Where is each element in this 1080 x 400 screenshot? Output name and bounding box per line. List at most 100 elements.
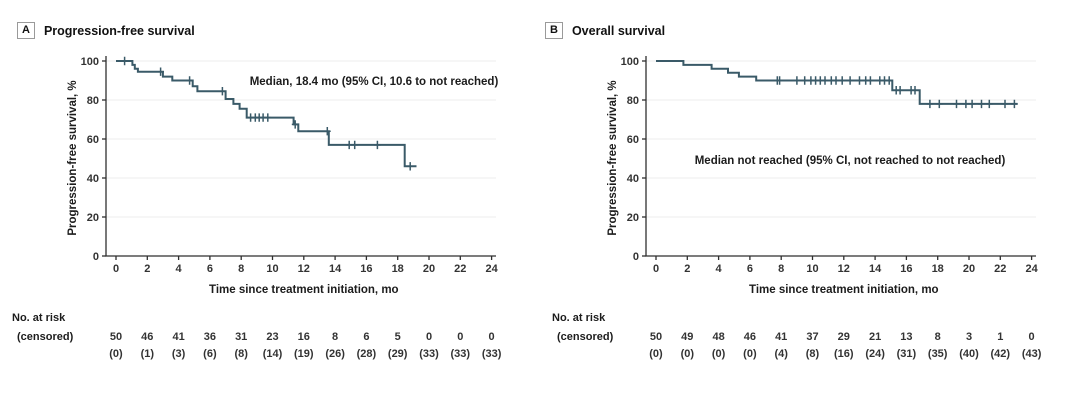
censored-count: (14) xyxy=(263,348,283,360)
censor-mark xyxy=(856,76,863,85)
censored-count: (40) xyxy=(959,348,979,360)
x-tick-label: 4 xyxy=(716,263,723,275)
panel-a-title: Progression-free survival xyxy=(43,23,195,38)
censor-mark xyxy=(323,127,331,136)
x-tick-label: 8 xyxy=(238,263,244,275)
at-risk-count: 49 xyxy=(681,331,693,343)
censor-mark xyxy=(968,99,976,109)
x-axis-title: Time since treatment initiation, mo xyxy=(749,284,939,296)
x-tick-label: 22 xyxy=(454,263,466,275)
at-risk-count: 3 xyxy=(966,331,972,343)
x-tick-label: 2 xyxy=(684,263,690,275)
censor-mark xyxy=(896,86,904,95)
x-tick-label: 10 xyxy=(806,263,818,275)
at-risk-count: 0 xyxy=(489,331,495,343)
median-annotation: Median, 18.4 mo (95% CI, 10.6 to not rea… xyxy=(250,76,499,88)
at-risk-count: 0 xyxy=(1029,331,1035,343)
at-risk-count: 5 xyxy=(395,331,401,343)
censor-mark xyxy=(374,140,381,150)
censored-count: (0) xyxy=(681,348,695,360)
y-tick-label: 100 xyxy=(621,56,639,68)
censored-count: (33) xyxy=(451,348,471,360)
censor-mark xyxy=(953,99,960,109)
risk-table-header: No. at risk xyxy=(552,312,606,324)
x-tick-label: 20 xyxy=(423,263,435,275)
censor-mark xyxy=(926,99,934,109)
censored-count: (1) xyxy=(141,348,155,360)
censored-count: (0) xyxy=(743,348,757,360)
x-tick-label: 18 xyxy=(392,263,404,275)
km-curve xyxy=(656,60,1018,105)
y-tick-label: 20 xyxy=(627,212,639,224)
y-tick-label: 80 xyxy=(87,95,99,107)
censor-mark xyxy=(801,76,809,85)
risk-table-subheader: (censored) xyxy=(557,331,614,343)
y-tick-label: 20 xyxy=(87,212,99,224)
y-tick-label: 0 xyxy=(633,251,639,263)
at-risk-count: 8 xyxy=(935,331,941,343)
x-axis-title: Time since treatment initiation, mo xyxy=(209,284,399,296)
at-risk-count: 8 xyxy=(332,331,338,343)
x-tick-label: 0 xyxy=(113,263,119,275)
x-tick-label: 0 xyxy=(653,263,659,275)
censor-mark xyxy=(885,76,893,85)
y-axis-title: Progression-free survival, % xyxy=(67,80,79,235)
panel-progression-free-survival: A Progression-free survival 0 20 40 60 80 100… xyxy=(12,22,502,360)
censor-mark xyxy=(978,99,985,109)
censor-mark xyxy=(867,76,874,85)
at-risk-count: 48 xyxy=(712,331,724,343)
censor-mark xyxy=(821,76,829,85)
censor-mark xyxy=(846,76,854,85)
censored-count: (33) xyxy=(419,348,439,360)
y-tick-label: 100 xyxy=(81,56,99,68)
censor-mark xyxy=(911,86,919,95)
censor-mark xyxy=(219,87,226,96)
at-risk-count: 46 xyxy=(141,331,153,343)
x-tick-label: 16 xyxy=(360,263,372,275)
at-risk-count: 36 xyxy=(204,331,216,343)
censor-mark xyxy=(832,76,840,85)
median-annotation: Median not reached (95% CI, not reached … xyxy=(695,155,1006,167)
censor-mark xyxy=(838,76,846,85)
y-tick-label: 80 xyxy=(627,95,639,107)
censor-mark xyxy=(186,76,193,85)
censored-count: (3) xyxy=(172,348,186,360)
censored-count: (16) xyxy=(834,348,854,360)
y-axis-title: Progression-free survival, % xyxy=(607,80,619,235)
censor-mark xyxy=(157,67,164,76)
censor-mark xyxy=(793,76,801,85)
x-tick-label: 6 xyxy=(207,263,213,275)
censored-count: (33) xyxy=(482,348,502,360)
censor-mark xyxy=(962,99,970,109)
x-tick-label: 6 xyxy=(747,263,753,275)
panel-overall-survival: B Overall survival 0 20 40 60 80 100 0 2 4 6 8 10 12… xyxy=(540,0,1080,400)
censored-count: (19) xyxy=(294,348,314,360)
panel-b-label-box: B xyxy=(545,22,563,39)
censored-count: (0) xyxy=(649,348,663,360)
censored-count: (6) xyxy=(203,348,217,360)
x-tick-label: 8 xyxy=(778,263,784,275)
at-risk-count: 23 xyxy=(266,331,278,343)
at-risk-count: 29 xyxy=(838,331,850,343)
at-risk-count: 41 xyxy=(775,331,787,343)
x-tick-label: 22 xyxy=(994,263,1006,275)
y-tick-label: 60 xyxy=(627,134,639,146)
x-tick-label: 24 xyxy=(1025,263,1038,275)
x-tick-label: 12 xyxy=(838,263,850,275)
censor-mark xyxy=(406,162,414,171)
censor-mark xyxy=(121,56,128,66)
risk-table-subheader: (censored) xyxy=(17,331,74,343)
censored-count: (8) xyxy=(234,348,248,360)
censored-count: (31) xyxy=(897,348,917,360)
at-risk-count: 31 xyxy=(235,331,247,343)
at-risk-count: 41 xyxy=(172,331,184,343)
at-risk-count: 1 xyxy=(997,331,1003,343)
censor-mark xyxy=(264,113,272,122)
censored-count: (24) xyxy=(865,348,885,360)
censored-count: (29) xyxy=(388,348,408,360)
censored-count: (43) xyxy=(1022,348,1042,360)
censored-count: (26) xyxy=(325,348,345,360)
at-risk-count: 21 xyxy=(869,331,881,343)
